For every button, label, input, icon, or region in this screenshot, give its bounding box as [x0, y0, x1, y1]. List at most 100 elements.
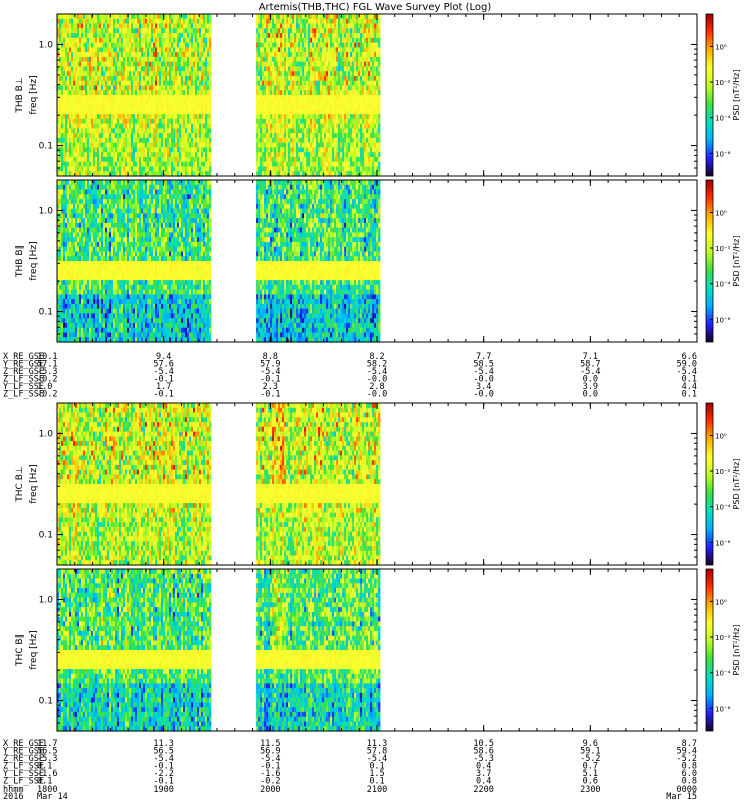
spectrogram-cell [207, 33, 210, 39]
spectrogram-cell [57, 75, 60, 82]
spectrogram-cell [340, 75, 343, 82]
spectrogram-cell [322, 161, 325, 168]
spectrogram-cell [183, 80, 186, 87]
spectrogram-cell [378, 156, 381, 163]
spectrogram-cell [181, 161, 184, 168]
spectrogram-cell [145, 42, 148, 48]
spectrogram-cell [334, 95, 337, 101]
spectrogram-cell [61, 275, 64, 281]
spectrogram-cell [312, 66, 315, 72]
spectrogram-cell [147, 114, 150, 120]
spectrogram-cell [139, 37, 142, 44]
spectrogram-cell [181, 118, 184, 125]
spectrogram-cell [67, 80, 70, 87]
spectrogram-cell [368, 47, 371, 53]
spectrogram-cell [366, 28, 369, 34]
spectrogram-cell [87, 133, 90, 139]
spectrogram-cell [171, 56, 174, 63]
spectrogram-cell [298, 156, 301, 163]
spectrogram-cell [346, 123, 349, 129]
spectrogram-cell [320, 161, 323, 168]
spectrogram-cell [350, 109, 353, 115]
spectrogram-cell [280, 90, 283, 96]
spectrogram-cell [298, 171, 301, 177]
spectrogram-cell [135, 128, 138, 134]
spectrogram-cell [67, 52, 70, 58]
spectrogram-cell [346, 18, 349, 25]
spectrogram-cell [203, 99, 206, 106]
spectrogram-cell [145, 95, 148, 101]
spectrogram-cell [173, 123, 176, 129]
spectrogram-cell [344, 28, 347, 34]
spectrogram-cell [258, 33, 261, 39]
colorbar-tick-label: 10⁻⁴ [715, 115, 731, 123]
spectrogram-cell [119, 33, 122, 39]
spectrogram-cell [324, 80, 327, 87]
spectrogram-cell [350, 171, 353, 177]
spectrogram-cell [59, 241, 62, 248]
spectrogram-cell [63, 104, 66, 110]
spectrogram-cell [316, 161, 319, 168]
spectrogram-cell [67, 95, 70, 101]
spectrogram-cell [205, 123, 208, 129]
spectrogram-cell [272, 14, 275, 20]
spectrogram-cell [258, 66, 261, 72]
spectrogram-cell [99, 128, 102, 134]
spectrogram-cell [75, 66, 78, 72]
spectrogram-cell [181, 47, 184, 53]
spectrogram-cell [75, 123, 78, 129]
spectrogram-cell [362, 109, 365, 115]
spectrogram-cell [336, 61, 339, 67]
spectrogram-cell [376, 75, 379, 82]
spectrogram-cell [61, 52, 64, 58]
spectrogram-cell [358, 104, 361, 110]
spectrogram-cell [366, 47, 369, 53]
spectrogram-cell [173, 61, 176, 67]
spectrogram-cell [157, 171, 160, 177]
spectrogram-cell [312, 85, 315, 91]
spectrogram-cell [342, 171, 345, 177]
spectrogram-cell [296, 18, 299, 25]
spectrogram-cell [350, 99, 353, 106]
spectrogram-cell [137, 61, 140, 67]
spectrogram-cell [161, 109, 164, 115]
spectrogram-cell [107, 33, 110, 39]
spectrogram-cell [290, 23, 293, 29]
spectrogram-cell [264, 28, 267, 34]
spectrogram-cell [340, 123, 343, 129]
spectrogram-cell [304, 56, 307, 63]
spectrogram-cell [59, 161, 62, 168]
spectrogram-cell [101, 161, 104, 168]
spectrogram-cell [103, 133, 106, 139]
spectrogram-cell [290, 99, 293, 106]
spectrogram-cell [147, 90, 150, 96]
spectrogram-cell [143, 90, 146, 96]
spectrogram-cell [364, 23, 367, 29]
spectrogram-cell [155, 156, 158, 163]
spectrogram-cell [113, 90, 116, 96]
spectrogram-cell [304, 14, 307, 20]
spectrogram-cell [350, 52, 353, 58]
spectrogram-cell [374, 33, 377, 39]
spectrogram-cell [286, 147, 289, 153]
spectrogram-cell [135, 80, 138, 87]
spectrogram-cell [193, 114, 196, 120]
spectrogram-cell [61, 241, 64, 248]
spectrogram-cell [203, 14, 206, 20]
spectrogram-cell [143, 137, 146, 144]
spectrogram-cell [79, 14, 82, 20]
spectrogram-cell [342, 156, 345, 163]
spectrogram-cell [318, 37, 321, 44]
spectrogram-cell [143, 71, 146, 77]
spectrogram-cell [177, 23, 180, 29]
spectrogram-cell [135, 85, 138, 91]
spectrogram-cell [362, 23, 365, 29]
spectrogram-cell [89, 37, 92, 44]
spectrogram-cell [61, 90, 64, 96]
spectrogram-cell [135, 142, 138, 148]
spectrogram-cell [67, 18, 70, 25]
spectrogram-cell [338, 14, 341, 20]
spectrogram-cell [312, 18, 315, 25]
spectrogram-cell [296, 37, 299, 44]
